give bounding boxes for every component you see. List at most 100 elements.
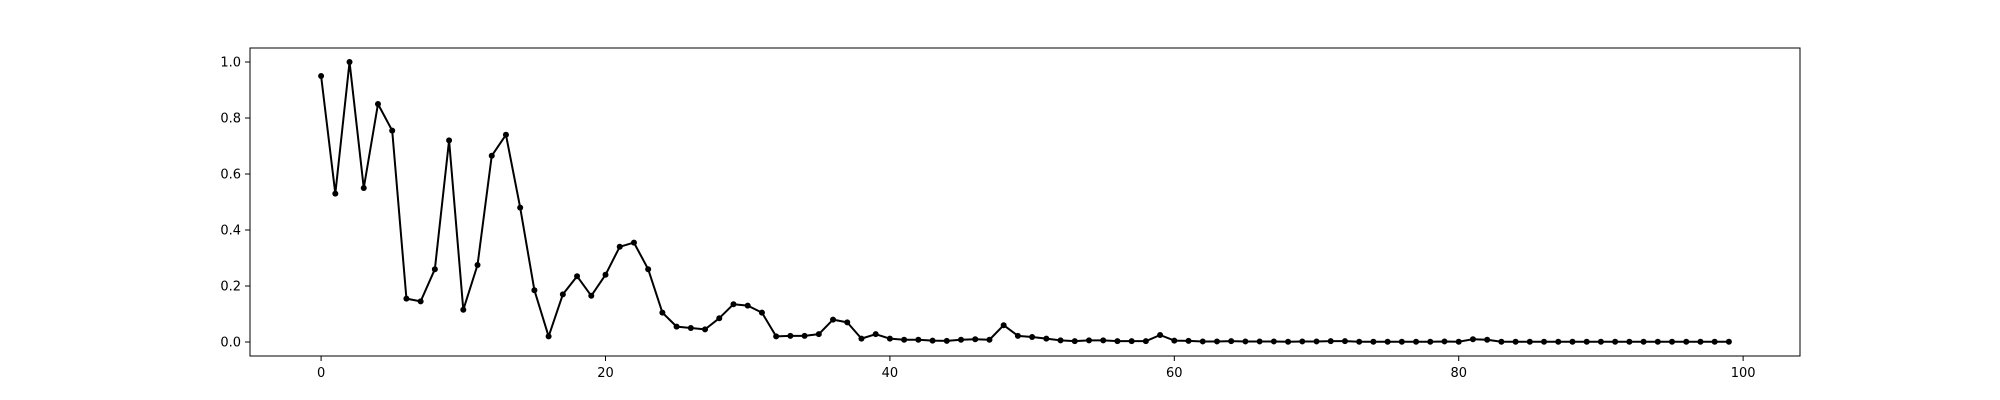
data-point [1242, 338, 1249, 345]
data-point [1128, 338, 1135, 345]
data-point [1313, 338, 1320, 345]
data-point [1455, 338, 1462, 345]
data-point [1498, 338, 1505, 345]
data-point [1711, 338, 1718, 345]
y-tick-label: 0.4 [220, 224, 241, 239]
data-point [1341, 338, 1348, 345]
data-point [1469, 336, 1476, 343]
x-tick-label: 20 [597, 366, 614, 381]
data-point [1612, 338, 1619, 345]
data-point [901, 336, 908, 343]
data-point [545, 333, 552, 340]
data-point [517, 204, 524, 211]
data-point [474, 262, 481, 268]
data-point [844, 319, 851, 326]
data-point [1285, 338, 1292, 345]
data-point [716, 315, 723, 322]
data-point [915, 336, 922, 343]
data-point [1057, 337, 1064, 344]
data-point [1157, 332, 1164, 338]
data-point [687, 325, 694, 331]
data-point [1185, 337, 1192, 344]
data-point [1725, 338, 1732, 345]
series-line [320, 61, 1729, 343]
data-point [1384, 338, 1391, 345]
data-point [446, 137, 453, 144]
data-point [616, 243, 623, 250]
data-point [929, 337, 936, 344]
y-tick-label: 1.0 [220, 56, 241, 71]
data-point [830, 316, 837, 323]
data-point [1327, 338, 1334, 345]
y-tick-label: 0.6 [220, 168, 241, 183]
data-point [1427, 338, 1434, 345]
data-point [574, 273, 581, 280]
data-point [773, 333, 780, 340]
data-point [801, 332, 808, 339]
data-point [702, 326, 709, 333]
data-point [460, 306, 467, 313]
data-point [1171, 337, 1178, 344]
data-point [1413, 338, 1420, 345]
data-point [318, 73, 325, 79]
data-point [972, 336, 979, 343]
data-point [1583, 338, 1590, 345]
data-point [1356, 338, 1363, 345]
x-tick-label: 60 [1166, 366, 1183, 381]
data-point [673, 323, 680, 330]
data-point [1213, 338, 1220, 345]
data-point [630, 239, 637, 246]
data-point [958, 336, 965, 343]
data-point [1270, 338, 1277, 345]
y-axis: 0.0 0.2 0.4 0.6 0.8 1.0 [220, 56, 250, 351]
x-tick-label: 0 [317, 366, 325, 381]
data-point [1640, 338, 1647, 345]
data-point [417, 298, 424, 305]
data-point [403, 295, 410, 302]
data-point [588, 292, 595, 299]
x-axis: 0 20 40 60 80 100 [317, 356, 1756, 381]
data-point [659, 309, 666, 316]
data-point [1085, 337, 1092, 344]
x-tick-label: 100 [1731, 366, 1756, 381]
data-point [602, 271, 609, 278]
y-tick-label: 0.2 [220, 280, 241, 295]
data-point [943, 337, 950, 344]
data-point [1114, 338, 1121, 345]
data-point [1541, 338, 1548, 345]
y-tick-label: 0.8 [220, 112, 241, 127]
data-point [758, 309, 765, 316]
series-layer [318, 59, 1732, 345]
data-point [1299, 338, 1306, 345]
data-point [1669, 338, 1676, 345]
data-point [1654, 338, 1661, 345]
data-point [1014, 332, 1021, 339]
data-point [1597, 338, 1604, 345]
data-point [986, 336, 993, 343]
data-point [1683, 338, 1690, 345]
data-point [886, 335, 893, 342]
data-point [787, 332, 794, 339]
data-point [360, 185, 367, 191]
data-point [1569, 338, 1576, 345]
data-point [1697, 338, 1704, 345]
data-point [431, 266, 438, 273]
data-point [858, 335, 865, 342]
data-point [1398, 338, 1405, 345]
plot-frame [249, 47, 1801, 357]
data-point [1256, 338, 1263, 345]
data-point [502, 131, 509, 138]
data-point [374, 101, 381, 107]
data-point [1484, 336, 1491, 343]
data-point [730, 301, 737, 308]
data-point [744, 302, 751, 309]
data-point [488, 152, 495, 159]
data-point [1071, 338, 1078, 345]
data-point [645, 266, 652, 273]
data-point [1100, 337, 1107, 344]
data-point [1526, 338, 1533, 345]
data-point [1441, 338, 1448, 345]
data-point [1370, 338, 1377, 345]
data-point [1626, 338, 1633, 345]
